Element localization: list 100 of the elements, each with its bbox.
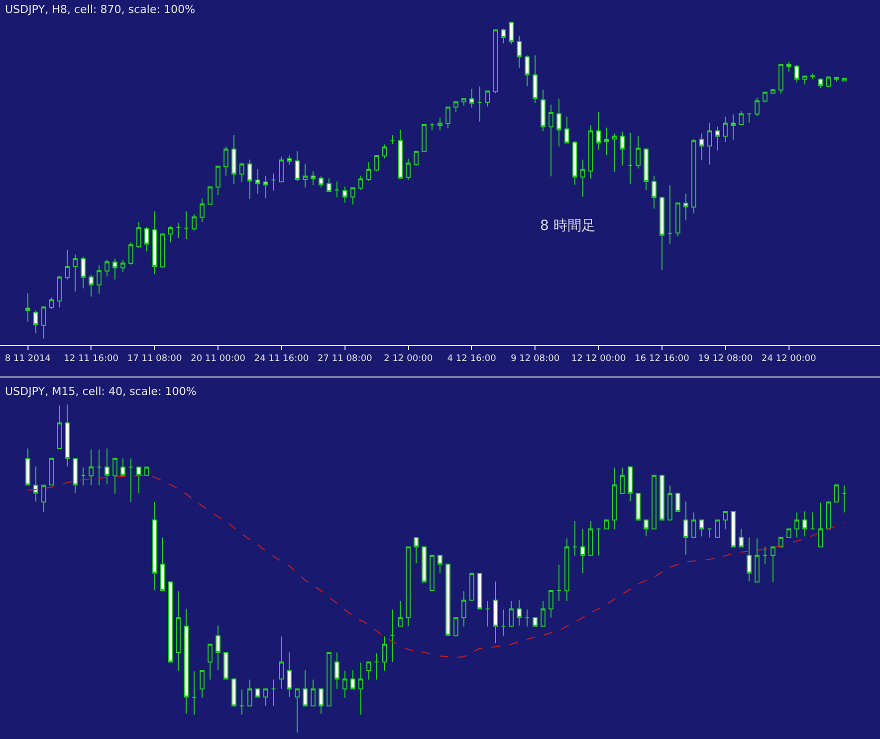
candlestick <box>382 636 387 672</box>
candlestick <box>770 546 776 582</box>
x-tick-label: 27 11 08:00 <box>318 354 372 364</box>
candlestick <box>350 670 356 690</box>
candlestick <box>786 61 792 72</box>
candlestick <box>342 670 348 698</box>
candlestick <box>216 166 220 196</box>
candlestick <box>128 242 134 266</box>
candlestick <box>96 448 102 486</box>
candlestick <box>184 210 189 240</box>
candlestick <box>25 292 30 322</box>
candlestick <box>628 466 633 502</box>
candlestick <box>485 600 490 628</box>
candlestick <box>200 670 205 698</box>
candlestick <box>604 519 609 530</box>
candlestick <box>794 64 800 83</box>
candlestick <box>390 608 395 662</box>
candlestick <box>469 572 474 601</box>
candlestick <box>398 129 403 180</box>
candlestick <box>49 458 54 486</box>
candlestick <box>176 222 181 239</box>
candlestick <box>516 600 522 626</box>
candlestick <box>508 22 514 45</box>
candlestick <box>620 130 625 166</box>
candlestick <box>691 512 696 538</box>
candlestick <box>49 297 54 310</box>
candlestick <box>286 155 292 166</box>
candlestick <box>358 175 364 190</box>
candlestick <box>390 134 395 145</box>
candlestick <box>596 112 601 150</box>
candlestick <box>310 679 316 706</box>
candlestick <box>580 528 586 574</box>
candlestick <box>834 76 839 82</box>
candlestick <box>239 688 244 716</box>
candlestick <box>818 502 823 548</box>
candlestick <box>699 133 704 161</box>
candlestick <box>580 159 586 198</box>
chart-title: USDJPY, H8, cell: 870, scale: 100% <box>5 3 196 16</box>
candlestick <box>192 670 197 716</box>
candlestick <box>80 467 86 486</box>
candlestick <box>302 163 308 188</box>
candlestick <box>477 86 482 122</box>
candlestick <box>192 214 197 231</box>
candlestick <box>374 652 380 680</box>
candlestick <box>746 113 752 124</box>
candlestick <box>286 652 292 698</box>
candlestick <box>485 90 490 107</box>
candlestick <box>636 135 641 169</box>
candlestick <box>778 64 784 94</box>
candlestick <box>255 688 260 698</box>
candlestick <box>438 554 442 574</box>
candlestick <box>247 679 252 706</box>
candlestick <box>168 226 173 243</box>
candlestick <box>279 156 284 182</box>
candlestick <box>57 276 62 308</box>
candlestick <box>208 186 213 205</box>
candlestick <box>430 554 435 591</box>
candlestick <box>326 652 332 706</box>
candlestick <box>636 492 641 520</box>
candlestick <box>818 78 823 89</box>
candlestick <box>660 474 664 520</box>
candlestick <box>176 590 181 672</box>
candlestick <box>660 196 664 271</box>
candlestick <box>802 510 808 537</box>
candlestick <box>746 536 752 582</box>
candlestick <box>96 264 102 294</box>
candlestick <box>532 617 538 627</box>
candlestick <box>33 466 38 502</box>
candlestick <box>326 178 332 192</box>
candlestick <box>216 625 220 671</box>
candlestick <box>445 106 450 129</box>
candlestick <box>453 101 458 113</box>
candlestick <box>675 202 680 237</box>
candlestick <box>271 679 276 706</box>
candlestick <box>493 581 498 644</box>
candlestick <box>786 528 792 538</box>
candlestick <box>540 89 546 132</box>
candlestick <box>88 448 94 486</box>
x-tick-label: 17 11 08:00 <box>127 354 182 364</box>
x-tick-label: 19 12 08:00 <box>698 354 753 364</box>
candlestick <box>715 519 720 538</box>
candlestick <box>398 600 403 627</box>
candlestick <box>144 226 150 252</box>
candlestick <box>667 184 672 245</box>
x-tick-label: 4 12 16:00 <box>447 354 496 364</box>
candlestick <box>604 127 609 156</box>
candlestick <box>41 484 46 513</box>
candlestick <box>128 458 134 502</box>
x-tick-label: 8 11 2014 <box>4 354 51 364</box>
candlestick <box>302 670 308 706</box>
candlestick <box>652 474 656 530</box>
candlestick <box>64 249 70 280</box>
candlestick <box>224 146 228 176</box>
candlestick <box>612 133 617 172</box>
x-tick-label: 12 12 00:00 <box>571 354 626 364</box>
candlestick <box>564 116 570 144</box>
candlestick <box>57 405 62 449</box>
candlestick <box>826 501 831 530</box>
candlestick <box>33 310 38 334</box>
candlestick <box>683 193 688 221</box>
